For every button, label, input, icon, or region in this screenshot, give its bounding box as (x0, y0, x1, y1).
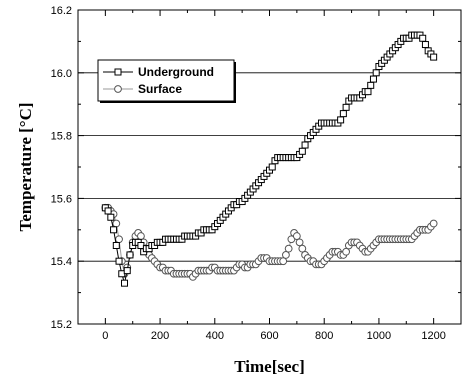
x-tick-label: 1000 (367, 330, 391, 342)
x-axis-title: Time[sec] (234, 357, 305, 376)
data-point (295, 238, 304, 247)
legend-label: Underground (138, 65, 214, 79)
x-tick-label: 1200 (421, 330, 445, 342)
data-point (339, 110, 347, 118)
data-point (268, 163, 276, 171)
y-tick-label: 15.2 (51, 319, 72, 331)
legend: Underground Surface (97, 59, 236, 103)
y-axis-title: Temperature [°C] (16, 102, 35, 231)
y-tick-label: 16.2 (51, 5, 72, 17)
y-tick-labels: 15.2 15.4 15.6 15.8 16.0 16.2 (51, 5, 72, 331)
data-point (110, 226, 118, 234)
legend-marker (114, 68, 122, 76)
data-point (364, 88, 372, 96)
data-point (112, 242, 120, 249)
data-point (137, 232, 145, 240)
data-point (115, 257, 123, 265)
legend-label: Surface (138, 82, 182, 96)
data-point (112, 219, 121, 228)
y-tick-label: 15.8 (51, 131, 72, 143)
x-tick-label: 0 (102, 330, 108, 342)
data-point (421, 41, 429, 49)
data-point (115, 235, 123, 244)
axis-ticks (77, 9, 462, 325)
data-point (430, 53, 438, 61)
data-point (429, 219, 438, 228)
data-point (284, 244, 293, 253)
data-point (342, 247, 351, 256)
data-point (372, 69, 380, 77)
series-underground (101, 31, 438, 287)
x-tick-label: 400 (206, 330, 224, 342)
legend-marker (114, 85, 122, 93)
data-point (301, 141, 309, 149)
data-point (123, 267, 131, 275)
data-point (107, 213, 115, 221)
data-point (292, 232, 301, 240)
data-point (282, 251, 290, 259)
data-point (126, 251, 134, 259)
data-point (298, 147, 306, 155)
x-tick-labels: 0 200 400 600 800 1000 1200 (102, 330, 446, 342)
legend-box (97, 59, 235, 102)
y-tick-label: 16.0 (51, 68, 72, 80)
data-point (342, 103, 350, 111)
data-point (104, 207, 112, 215)
x-tick-label: 800 (315, 330, 333, 342)
data-point (121, 279, 129, 287)
data-point (279, 257, 288, 266)
x-tick-label: 200 (151, 330, 169, 342)
plot-series (101, 31, 438, 287)
x-tick-label: 600 (260, 330, 278, 342)
data-point (419, 34, 427, 42)
data-point (367, 81, 375, 89)
data-point (369, 75, 377, 83)
data-point (298, 244, 307, 253)
y-tick-label: 15.4 (51, 256, 72, 268)
y-tick-label: 15.6 (51, 193, 72, 205)
data-point (337, 116, 345, 124)
